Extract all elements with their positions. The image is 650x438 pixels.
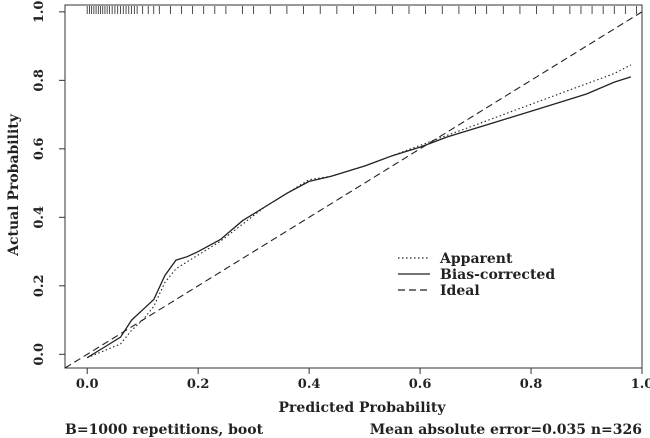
y-tick-label: 0.8 — [32, 69, 47, 92]
x-axis-title: Predicted Probability — [279, 400, 447, 416]
y-tick-label: 1.0 — [32, 1, 47, 24]
footnote-left: B=1000 repetitions, boot — [65, 422, 264, 438]
x-tick-label: 0.2 — [187, 377, 210, 392]
series-group — [64, 11, 643, 369]
axes: 0.0 0.2 0.4 0.6 0.8 1.0 0.0 0.2 0.4 0.6 0.8 1.0 — [32, 1, 650, 392]
legend-label: Apparent — [439, 251, 513, 267]
series-line-apparent — [86, 64, 632, 359]
x-tick-label: 0.0 — [76, 377, 99, 392]
plot-area — [64, 4, 643, 369]
plot-frame — [64, 4, 643, 369]
x-tick-label: 1.0 — [631, 377, 650, 392]
y-tick-label: 0.0 — [32, 343, 47, 366]
y-tick-label: 0.2 — [32, 274, 47, 297]
footnote-right: Mean absolute error=0.035 n=326 — [370, 422, 642, 438]
x-tick-label: 0.4 — [298, 377, 321, 392]
y-tick-label: 0.4 — [32, 206, 47, 229]
x-tick-label: 0.6 — [409, 377, 432, 392]
series-line-ideal — [64, 11, 643, 369]
x-tick-label: 0.8 — [520, 377, 543, 392]
series-line-bias-corrected — [86, 76, 632, 359]
legend-label: Ideal — [440, 283, 480, 299]
legend-label: Bias-corrected — [440, 267, 555, 283]
rug-marks — [86, 6, 637, 14]
y-tick-label: 0.6 — [32, 138, 47, 161]
y-axis-title: Actual Probability — [6, 113, 22, 257]
